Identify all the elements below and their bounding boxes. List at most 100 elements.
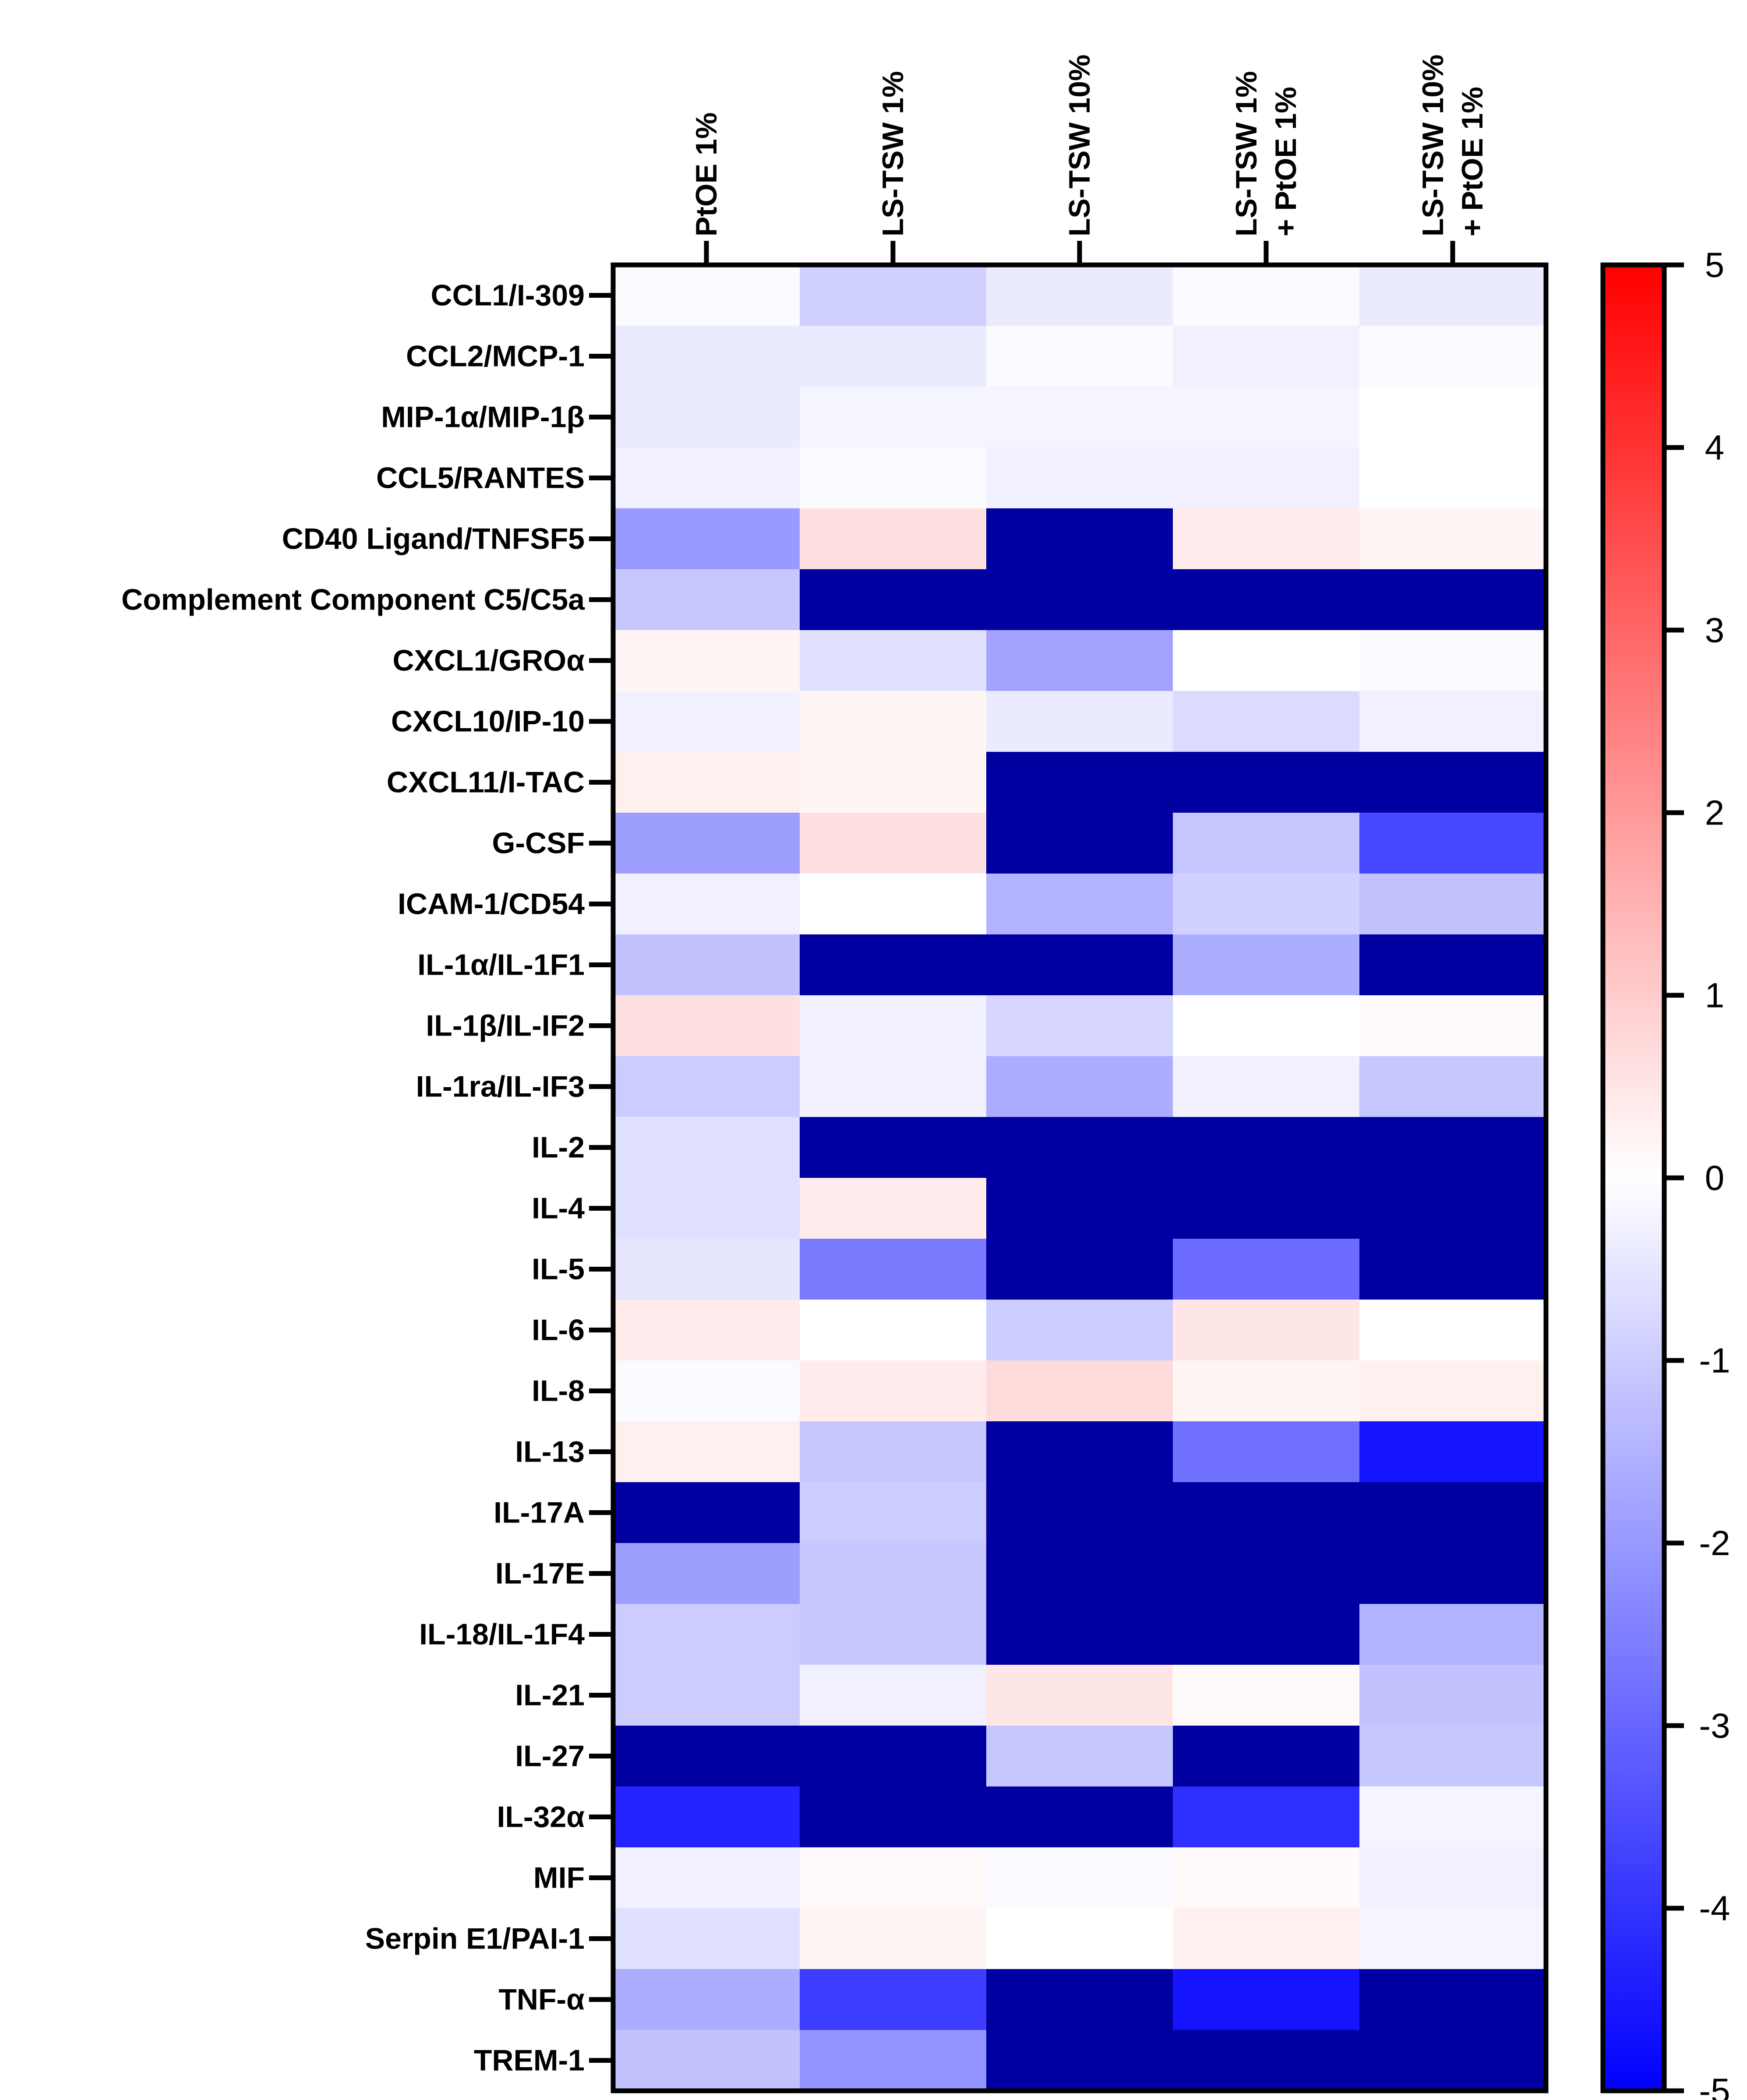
heatmap-cell	[1359, 447, 1546, 509]
heatmap-cell	[800, 1482, 987, 1543]
heatmap-cell	[800, 326, 987, 387]
heatmap-cell	[1359, 1604, 1546, 1665]
heatmap-cell	[1359, 508, 1546, 570]
heatmap-cell	[800, 1847, 987, 1909]
heatmap-cell	[986, 1665, 1173, 1726]
heatmap-cell	[1359, 995, 1546, 1057]
row-label: MIF	[533, 1861, 585, 1895]
heatmap-cell	[613, 508, 800, 570]
column-label: LS-TSW 1% + PtOE 1%	[1230, 71, 1302, 236]
heatmap-cell	[800, 691, 987, 752]
heatmap-cell	[1359, 630, 1546, 691]
heatmap-cell	[1173, 1117, 1360, 1178]
heatmap-cell	[1173, 1665, 1360, 1726]
colorbar-tick-label: -5	[1699, 2072, 1730, 2100]
heatmap-cell	[1359, 1726, 1546, 1787]
heatmap-cell	[1173, 387, 1360, 448]
heatmap-cell	[986, 1969, 1173, 2030]
heatmap-cell	[1359, 1300, 1546, 1361]
heatmap-cell	[613, 1969, 800, 2030]
heatmap-cell	[800, 1421, 987, 1483]
heatmap-cell	[986, 1726, 1173, 1787]
heatmap-cell	[800, 1969, 987, 2030]
heatmap-cell	[800, 1117, 987, 1178]
heatmap-cell	[1173, 2030, 1360, 2091]
heatmap-cell	[1173, 447, 1360, 509]
row-label: ICAM-1/CD54	[398, 888, 585, 921]
heatmap-cell	[1173, 691, 1360, 752]
row-label: CXCL11/I-TAC	[387, 766, 585, 799]
heatmap-cell	[1359, 1786, 1546, 1848]
heatmap-cell	[800, 1239, 987, 1300]
colorbar: 5 4 3 2 1 0 -1 -2 -3 -4 -5	[1600, 246, 1730, 2100]
heatmap-cell	[986, 1543, 1173, 1604]
heatmap-cell	[1173, 1543, 1360, 1604]
heatmap-cell	[800, 1908, 987, 1970]
heatmap-cell	[986, 2030, 1173, 2091]
heatmap-cell	[1359, 265, 1546, 326]
row-label: CCL5/RANTES	[376, 462, 585, 495]
heatmap-cell	[1173, 1969, 1360, 2030]
heatmap-cell	[986, 1847, 1173, 1909]
heatmap-cell	[613, 1117, 800, 1178]
row-label: IL-1ra/IL-IF3	[416, 1070, 585, 1103]
heatmap-cell	[800, 1300, 987, 1361]
heatmap-cell	[1173, 934, 1360, 996]
heatmap-cell	[1359, 874, 1546, 935]
row-label: IL-17A	[494, 1496, 585, 1529]
heatmap-cell	[1359, 934, 1546, 996]
column-label: PtOE 1%	[690, 113, 723, 236]
heatmap-cell	[986, 326, 1173, 387]
heatmap-cell	[1173, 1056, 1360, 1117]
row-label: IL-1β/IL-IF2	[426, 1009, 585, 1043]
heatmap-cell	[1359, 1908, 1546, 1970]
row-label: CCL2/MCP-1	[406, 340, 585, 373]
heatmap-cell	[613, 1665, 800, 1726]
heatmap-cell	[613, 265, 800, 326]
colorbar-tick-label: 3	[1705, 611, 1725, 650]
colorbar-tick-label: 2	[1705, 793, 1725, 832]
heatmap-cell	[800, 1726, 987, 1787]
colorbar-tick-label: 5	[1705, 246, 1725, 285]
heatmap-cell	[613, 995, 800, 1057]
heatmap-cell	[986, 630, 1173, 691]
heatmap-cell	[613, 1908, 800, 1970]
heatmap-cell	[800, 1056, 987, 1117]
column-label: LS-TSW 1%	[876, 71, 910, 236]
colorbar-tick-label: -3	[1699, 1706, 1730, 1745]
heatmap-cell	[613, 752, 800, 813]
heatmap-cell	[800, 1543, 987, 1604]
heatmap-cell	[1359, 2030, 1546, 2091]
heatmap-cell	[1359, 813, 1546, 874]
heatmap-cell	[1173, 1421, 1360, 1483]
heatmap-cell	[1173, 995, 1360, 1057]
colorbar-tick-label: 4	[1705, 428, 1725, 467]
heatmap-cell	[1359, 1969, 1546, 2030]
heatmap-cell	[1359, 1665, 1546, 1726]
heatmap-cell	[613, 1239, 800, 1300]
heatmap-cell	[1173, 265, 1360, 326]
row-label: IL-32α	[497, 1801, 585, 1834]
row-label: IL-4	[532, 1192, 585, 1225]
row-label: IL-1α/IL-1F1	[417, 948, 585, 982]
heatmap-cell	[613, 934, 800, 996]
heatmap-cell	[613, 1178, 800, 1239]
row-label: IL-8	[532, 1374, 585, 1408]
heatmap-cell	[613, 813, 800, 874]
heatmap-cell	[613, 1056, 800, 1117]
heatmap-cell	[1173, 1239, 1360, 1300]
heatmap-cell	[1359, 569, 1546, 631]
heatmap-cell	[800, 1665, 987, 1726]
heatmap-cell	[986, 813, 1173, 874]
heatmap-cell	[1359, 387, 1546, 448]
row-label: IL-6	[532, 1314, 585, 1347]
row-label: IL-2	[532, 1131, 585, 1164]
heatmap-cell	[800, 752, 987, 813]
row-label: IL-13	[515, 1435, 585, 1469]
heatmap-cell	[613, 569, 800, 631]
heatmap-cell	[1173, 752, 1360, 813]
heatmap-cell	[1173, 1726, 1360, 1787]
heatmap-cell	[1173, 1178, 1360, 1239]
heatmap-cell	[986, 1421, 1173, 1483]
heatmap-cell	[1359, 752, 1546, 813]
